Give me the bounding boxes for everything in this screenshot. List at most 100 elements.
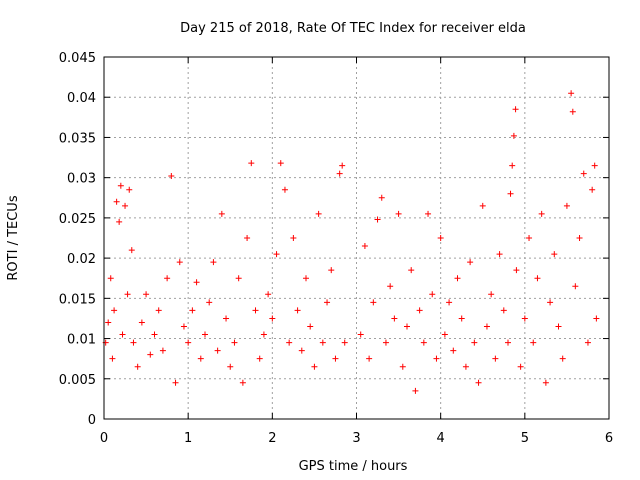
data-point [366,355,373,362]
x-axis-label: GPS time / hours [299,459,408,474]
data-point [425,210,432,217]
data-point [589,186,596,193]
data-point [510,132,517,139]
x-tick-label: 2 [268,431,276,446]
data-point [563,202,570,209]
data-point [483,323,490,330]
data-point [164,275,171,282]
data-point [311,363,318,370]
data-point [122,202,129,209]
data-point [185,339,192,346]
grid-lines [104,57,609,419]
y-tick-label: 0.015 [59,292,96,307]
data-point [412,387,419,394]
y-tick-label: 0.025 [59,212,96,227]
data-point [441,331,448,338]
data-point [116,218,123,225]
data-point [420,339,427,346]
data-point [471,339,478,346]
data-point [446,299,453,306]
data-point [479,202,486,209]
data-point [180,323,187,330]
data-point [492,355,499,362]
axis-ticks: 0 0.005 0.01 0.015 0.02 0.025 0.03 0.035 0.04 0.0… [59,51,613,446]
data-point [568,90,575,97]
y-tick-label: 0.02 [67,252,96,267]
data-point [244,235,251,241]
data-point [374,216,381,223]
data-point [172,379,179,386]
x-tick-label: 6 [605,431,613,446]
data-point [202,331,208,338]
data-point [328,267,335,274]
data-point [454,275,461,282]
data-point [303,275,309,282]
data-point [159,347,166,354]
data-point [281,186,288,193]
data-point [399,363,406,370]
data-point [547,299,554,306]
data-point [223,315,230,322]
data-point [387,283,394,290]
data-point [507,190,514,197]
data-point [260,331,267,338]
data-point [252,307,259,314]
data-point [214,347,221,354]
data-point [117,182,124,189]
data-point [593,315,600,322]
data-point [126,186,133,193]
data-point [130,339,137,346]
data-point [475,379,482,386]
data-point [113,198,120,205]
data-point [119,331,126,338]
y-tick-label: 0.03 [67,172,96,187]
data-point [538,210,545,217]
data-point [298,347,305,354]
data-point [138,319,145,326]
data-point [218,210,225,217]
data-point [319,339,326,346]
data-point [500,307,507,314]
data-point [534,275,541,282]
data-point [512,106,519,113]
data-point [206,299,213,306]
chart-title: Day 215 of 2018, Rate Of TEC Index for r… [180,21,526,36]
data-point [176,259,183,266]
data-point [277,160,284,167]
data-point [290,235,297,241]
data-point [197,355,204,362]
data-point [294,307,301,314]
data-point [286,339,293,346]
data-point [128,247,135,254]
data-point [193,279,200,286]
data-point [143,291,150,298]
data-point [111,307,118,314]
data-point [155,307,162,314]
data-point [458,315,465,322]
data-point [341,339,348,346]
data-point [429,291,436,298]
data-point [505,339,511,346]
data-point [265,291,272,298]
x-tick-label: 4 [437,431,445,446]
data-point [408,267,415,274]
data-point [105,319,112,326]
data-point [450,347,457,354]
data-point [569,108,576,115]
data-point [591,162,598,169]
data-point [496,251,503,258]
x-tick-label: 3 [352,431,360,446]
data-point [336,170,343,177]
data-point [378,194,385,201]
data-point [315,210,322,217]
data-point [467,259,474,266]
data-point [307,323,314,330]
data-point [513,267,520,274]
data-point [526,235,533,241]
data-point [404,323,410,330]
y-tick-label: 0.04 [67,91,96,106]
data-point [189,307,196,314]
y-tick-label: 0.01 [67,333,96,348]
data-point [231,339,238,346]
data-point [361,243,368,250]
